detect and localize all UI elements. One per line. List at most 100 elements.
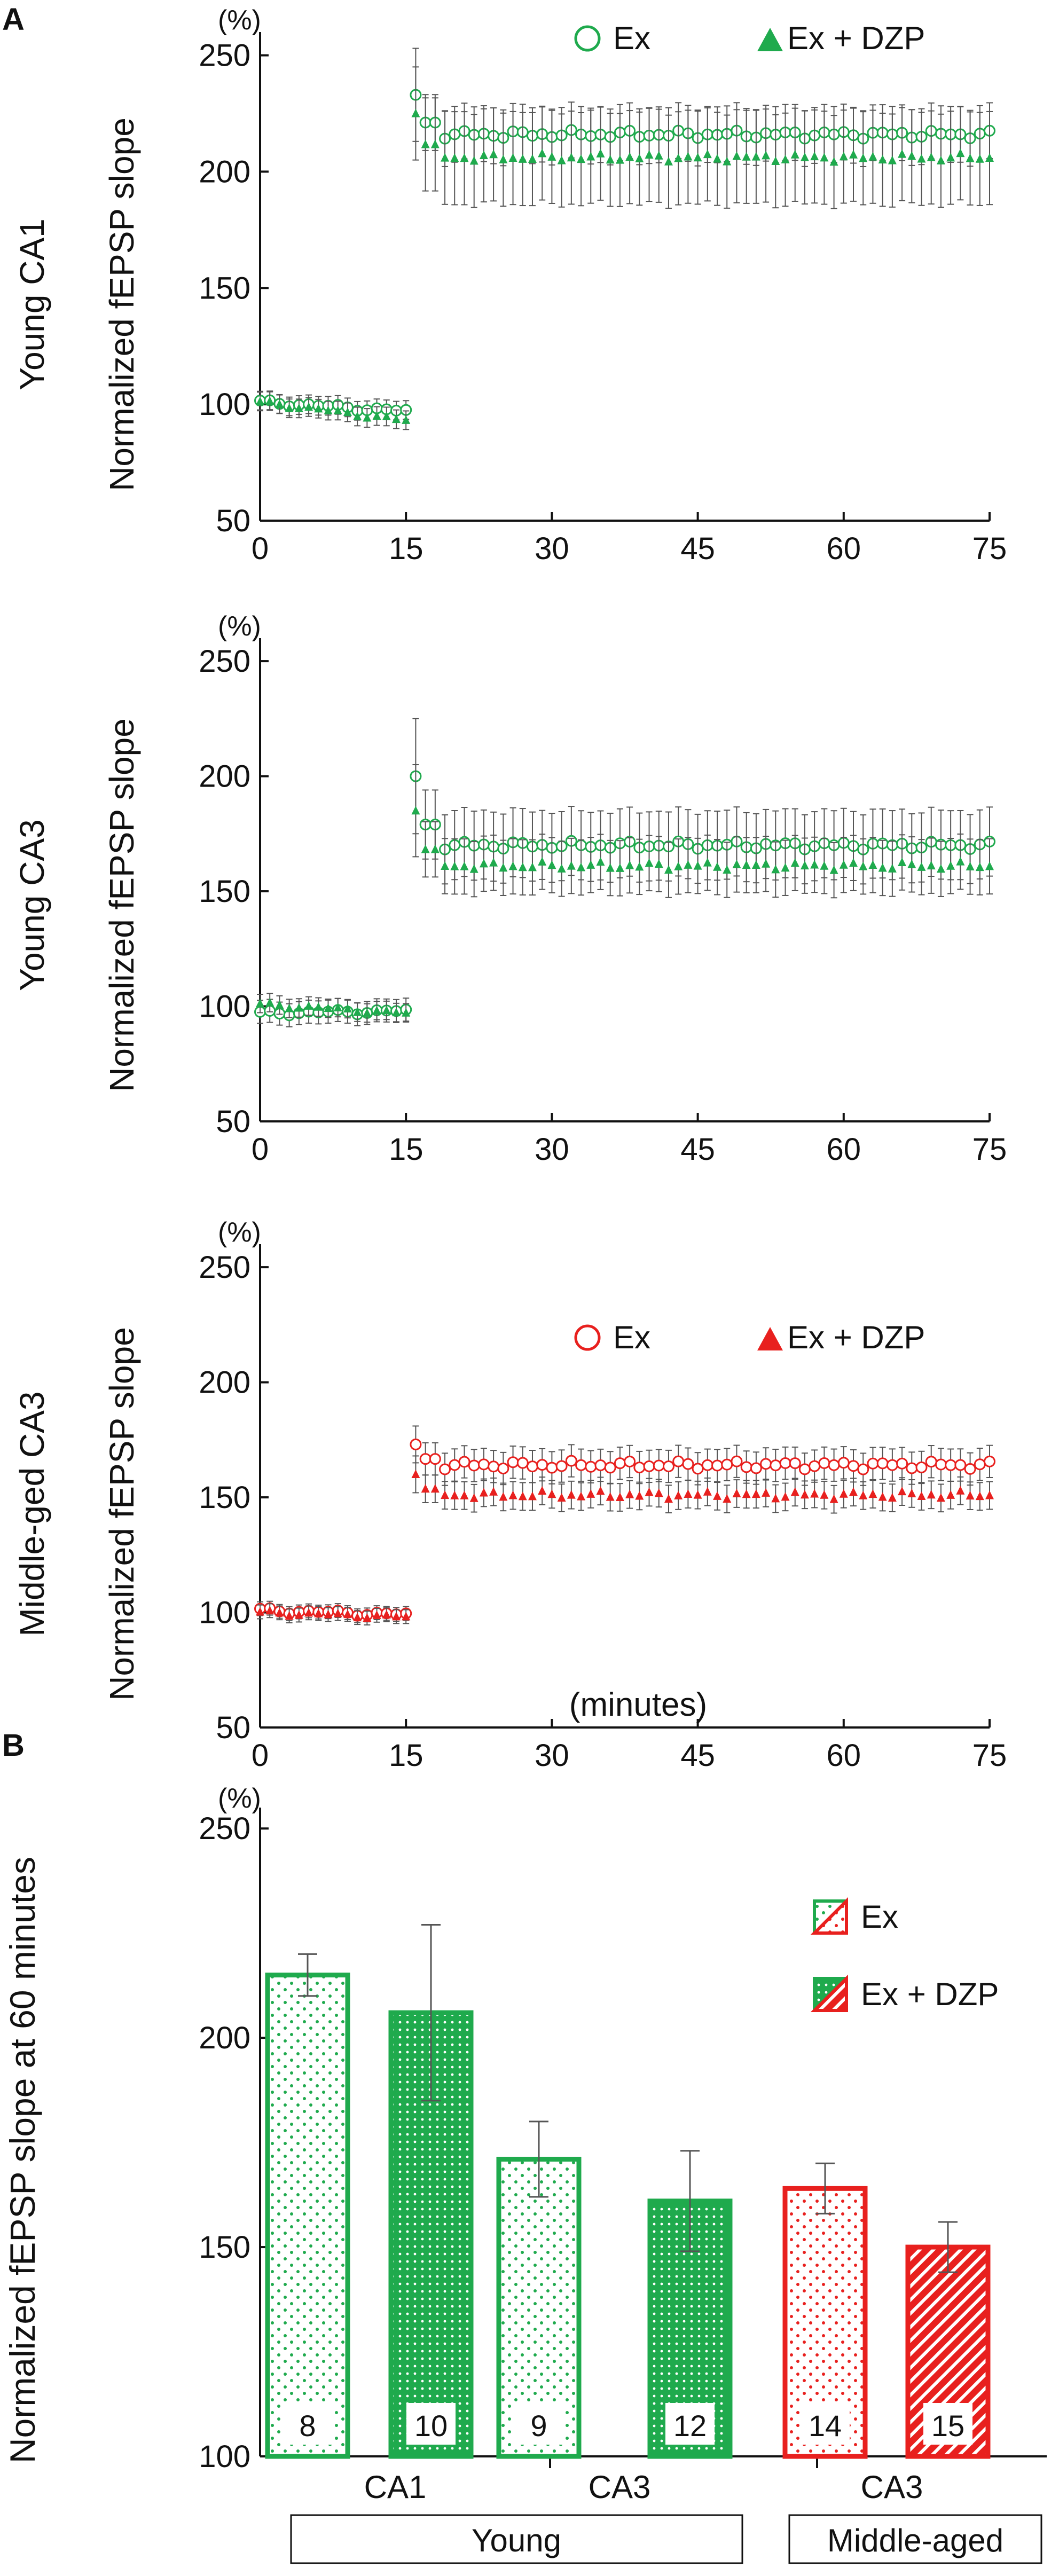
data-point-ex-dzp [975,1491,984,1501]
n-label-box [406,2403,456,2445]
data-point-ex-dzp [411,108,420,117]
data-point-ex-dzp [324,1003,333,1012]
data-point-ex-dzp [547,152,556,161]
data-point-ex-dzp [479,859,488,868]
data-point-ex-dzp [606,863,615,872]
data-point-ex-dzp [898,858,907,867]
data-point-ex-dzp [790,858,799,867]
data-point-ex [624,1455,636,1467]
data-point-ex [682,1458,694,1470]
data-point-ex-dzp [615,1493,624,1502]
data-point-ex [721,1458,733,1471]
data-point-ex-dzp [732,859,741,868]
n-label: 8 [299,2409,316,2443]
x-tick-label: 15 [389,1132,423,1167]
data-point-ex-dzp [460,153,469,162]
data-point-ex-dzp [499,1492,508,1501]
y-tick-label: 150 [199,874,250,909]
data-point-ex [789,1457,801,1470]
data-point-ex [809,1460,821,1472]
row-label: Middle-ged CA3 [13,1392,51,1637]
legend-swatch-ex-red-corner [810,1897,848,1935]
data-point-ex-dzp [402,415,411,424]
legend: Ex Ex + DZP [574,1320,925,1355]
data-point-ex-dzp [518,154,527,163]
data-point-ex-dzp [304,402,313,411]
x-tick-label: 75 [972,1738,1007,1773]
data-point-ex-dzp [674,1490,683,1499]
y-tick-label: 200 [199,154,250,189]
data-point-ex-dzp [985,1490,994,1499]
data-point-ex [740,1461,752,1473]
data-point-ex-dzp [956,148,965,158]
data-point-ex-dzp [936,155,945,164]
data-point-ex-dzp [460,1490,469,1499]
data-point-ex-dzp [790,150,799,159]
y-tick-label: 50 [216,504,250,538]
data-point-ex-dzp [771,865,780,874]
data-point-ex-dzp [353,1613,362,1622]
data-point-ex-dzp [645,858,654,867]
data-point-ex [711,1459,724,1472]
data-point-ex-dzp [577,862,586,871]
data-point-ex-dzp [402,1612,411,1621]
data-point-ex-dzp [839,152,848,161]
data-point-ex-dzp [693,153,702,162]
y-axis-label: Normalized fEPSP slope [103,718,141,1092]
n-label: 15 [931,2409,964,2443]
data-point-ex-dzp [285,1611,294,1620]
data-point-ex-dzp [800,1490,809,1499]
x-tick-label: 0 [252,531,269,566]
data-point-ex-dzp [314,1608,323,1617]
data-point-ex-dzp [557,155,566,164]
data-point-ex-dzp [849,858,858,867]
data-point-ex-dzp [878,155,887,164]
data-point-ex-dzp [441,1490,450,1499]
data-point-ex-dzp [810,152,819,161]
data-point-ex [585,1460,597,1473]
data-point-ex-dzp [275,399,284,409]
data-point-ex-dzp [353,1007,362,1016]
bar-chart-60-minutes: (%) Normalized fEPSP slope at 60 minutes… [3,1783,1047,2564]
data-point-ex-dzp [489,858,498,867]
data-point-ex-dzp [946,1490,955,1499]
data-point-ex-dzp [829,157,838,166]
data-point-ex-dzp [751,1489,760,1498]
category-label-ca3-middle-aged: CA3 [861,2469,923,2505]
data-point-ex [546,1462,558,1474]
data-point-ex [653,1459,665,1472]
y-unit: (%) [218,611,261,642]
data-point-ex-dzp [343,1003,352,1012]
x-tick-label: 15 [389,1738,423,1773]
data-point-ex-dzp [372,1610,381,1619]
data-point-ex-dzp [956,857,965,866]
data-point-ex-dzp [742,1489,751,1498]
data-point-ex-dzp [674,861,683,870]
y-tick-label: 250 [199,1250,250,1285]
legend-marker-ex-dzp [757,1327,783,1350]
data-point-ex-dzp [596,857,605,866]
data-point-ex-dzp [703,858,712,867]
data-point-ex-dzp [353,411,362,420]
data-point-ex-dzp [567,861,576,870]
data-point-ex-dzp [372,1006,381,1015]
y-tick-label: 100 [199,387,250,422]
data-point-ex [536,1459,548,1471]
y-tick-label: 150 [199,271,250,305]
data-point-ex-dzp [324,1609,333,1619]
group-box-young [290,2514,743,2564]
data-point-ex-dzp [820,861,829,870]
legend-label-ex-dzp: Ex + DZP [787,20,925,56]
n-label: 9 [530,2409,547,2443]
x-tick-label: 75 [972,531,1007,566]
data-point-ex-dzp [469,864,478,873]
data-point-ex [701,1459,713,1471]
data-point-ex-dzp [635,1491,644,1500]
data-point-ex-dzp [966,1491,975,1500]
legend-swatch-ex-dzp-red-corner [810,1974,848,2012]
data-point-ex-dzp [868,860,877,869]
row-label: Young CA1 [13,218,51,390]
data-point-ex [594,1459,607,1471]
data-point-ex [770,1459,782,1472]
data-point-ex [692,1463,704,1475]
